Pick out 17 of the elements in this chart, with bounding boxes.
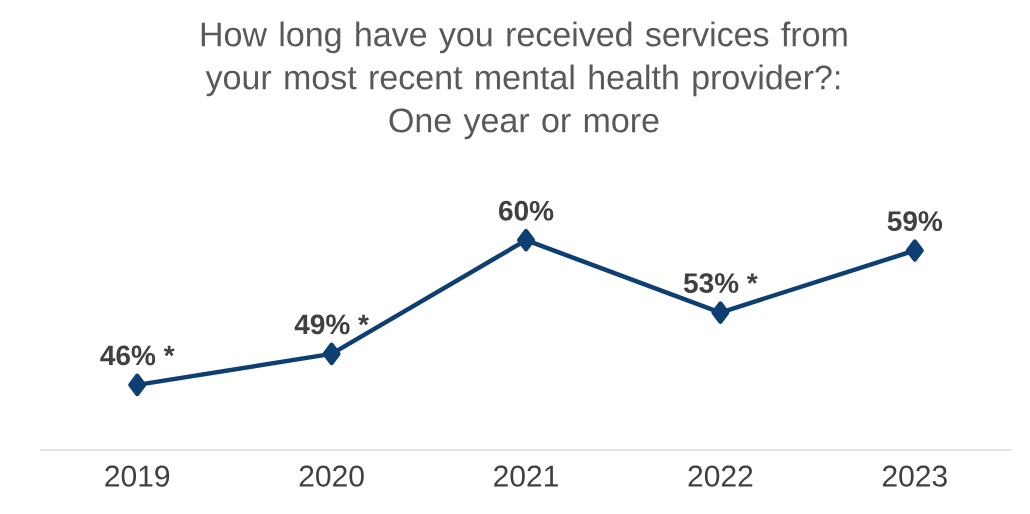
x-tick-label: 2022 [688,465,753,487]
x-tick-label: 2023 [882,465,947,487]
chart-title: How long have you received services from your most recent mental health provider?: [201,21,847,97]
point [128,373,147,397]
data-label: 59% [887,211,943,231]
data-label: 53% * [683,273,758,293]
point [517,228,536,252]
chart-subtitle: One year or more [389,108,659,140]
x-tick-label: 2020 [299,465,364,487]
x-tick-label: 2021 [494,465,558,487]
point [711,301,730,324]
data-label: 46% * [100,345,175,366]
point [322,342,341,366]
point [905,239,924,262]
x-tick-label: 2019 [105,465,170,487]
data-label: 60% [499,200,554,221]
data-label: 49% * [294,314,369,335]
